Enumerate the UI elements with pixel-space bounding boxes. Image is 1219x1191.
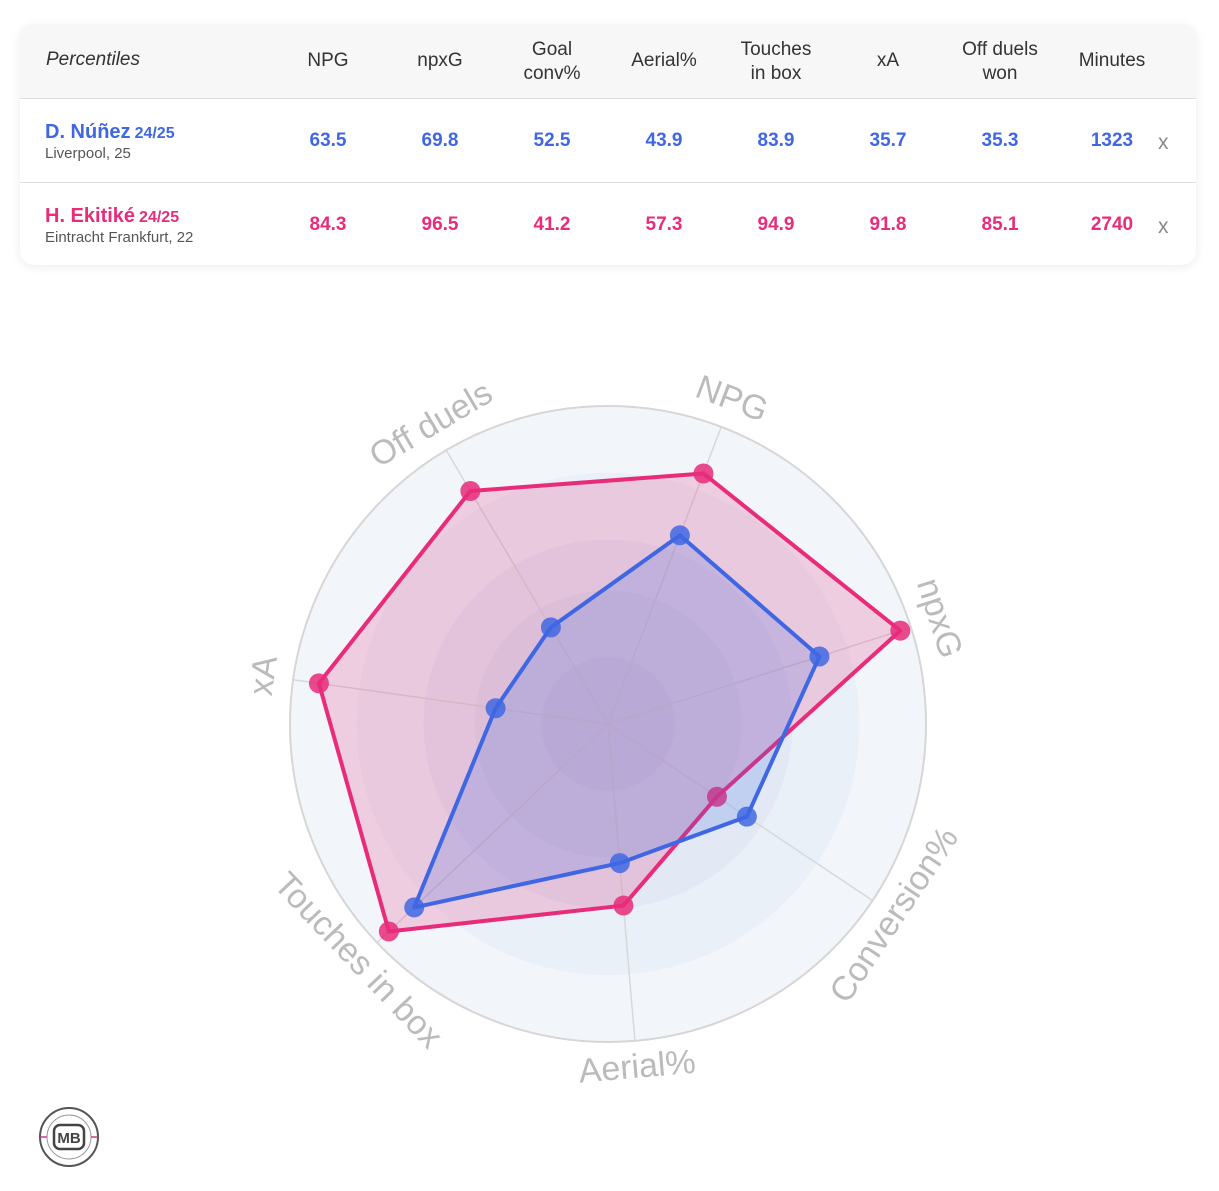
- header-goal-conv: Goal conv%: [523, 39, 581, 84]
- remove-player-button[interactable]: x: [1158, 215, 1169, 238]
- data-point-h-ekitik-: [308, 673, 329, 694]
- value-npg: 84.3: [309, 214, 347, 235]
- data-point-h-ekitik-: [890, 620, 911, 641]
- player-meta: Liverpool, 25: [45, 145, 131, 162]
- data-point-d-n-ez: [540, 617, 561, 638]
- data-point-d-n-ez: [809, 646, 830, 667]
- header-npxg: npxG: [417, 50, 463, 71]
- series-area-h-ekitik-: [316, 471, 903, 934]
- table-header: Percentiles NPG npxG Goal conv% Aerial% …: [20, 24, 1196, 99]
- data-point-h-ekitik-: [613, 895, 634, 916]
- value-goal-conv: 41.2: [533, 214, 571, 235]
- player-name-text: D. Núñez: [45, 121, 131, 143]
- data-point-d-n-ez: [609, 853, 630, 874]
- data-point-d-n-ez: [485, 698, 506, 719]
- player-name-text: H. Ekitiké: [45, 205, 136, 227]
- value-goal-conv: 52.5: [533, 130, 571, 151]
- value-npg: 63.5: [309, 130, 347, 151]
- value-touches-in-box: 94.9: [757, 214, 795, 235]
- radar-spoke: [607, 723, 636, 1041]
- header-npg: NPG: [307, 50, 349, 71]
- player-name: D. Núñez 24/25: [45, 121, 175, 144]
- data-point-d-n-ez: [736, 806, 757, 827]
- value-off-duels-won: 35.3: [981, 130, 1019, 151]
- player-season: 24/25: [134, 125, 175, 142]
- data-point-h-ekitik-: [378, 921, 399, 942]
- table-row: H. Ekitiké 24/25 Eintracht Frankfurt, 22 …: [20, 183, 1196, 265]
- data-point-d-n-ez: [669, 525, 690, 546]
- header-xa: xA: [876, 50, 900, 71]
- header-percentiles: Percentiles: [46, 49, 140, 70]
- data-point-h-ekitik-: [460, 480, 481, 501]
- header-touches-in-box: Touches in box: [740, 39, 812, 84]
- player-meta: Eintracht Frankfurt, 22: [45, 229, 194, 246]
- header-off-duels-won: Off duels won: [962, 39, 1038, 84]
- value-aerial: 57.3: [645, 214, 683, 235]
- value-npxg: 96.5: [421, 214, 459, 235]
- data-point-h-ekitik-: [706, 786, 727, 807]
- header-minutes: Minutes: [1078, 50, 1146, 71]
- radar-spoke: [292, 679, 609, 725]
- radar-spoke: [607, 626, 912, 725]
- axis-label: npxG: [909, 574, 970, 663]
- series-area-d-n-ez: [412, 533, 822, 910]
- player-name: H. Ekitiké 24/25: [45, 205, 179, 228]
- table-row: D. Núñez 24/25 Liverpool, 25 63.5 69.8 52…: [20, 99, 1196, 183]
- value-xa: 91.8: [869, 214, 907, 235]
- value-minutes: 1323: [1090, 130, 1134, 151]
- value-off-duels-won: 85.1: [981, 214, 1019, 235]
- data-point-h-ekitik-: [693, 463, 714, 484]
- comparison-table: Percentiles NPG npxG Goal conv% Aerial% …: [20, 24, 1196, 265]
- axis-label: Aerial%: [577, 1043, 697, 1091]
- logo-text: MB: [57, 1130, 80, 1147]
- value-minutes: 2740: [1090, 214, 1134, 235]
- axis-label: xA: [242, 653, 285, 698]
- value-touches-in-box: 83.9: [757, 130, 795, 151]
- mb-logo-icon: MB: [39, 1107, 99, 1167]
- player-season: 24/25: [139, 209, 180, 226]
- remove-player-button[interactable]: x: [1158, 131, 1169, 154]
- header-aerial: Aerial%: [631, 50, 697, 71]
- value-xa: 35.7: [869, 130, 907, 151]
- value-npxg: 69.8: [421, 130, 459, 151]
- value-aerial: 43.9: [645, 130, 683, 151]
- data-point-d-n-ez: [404, 897, 425, 918]
